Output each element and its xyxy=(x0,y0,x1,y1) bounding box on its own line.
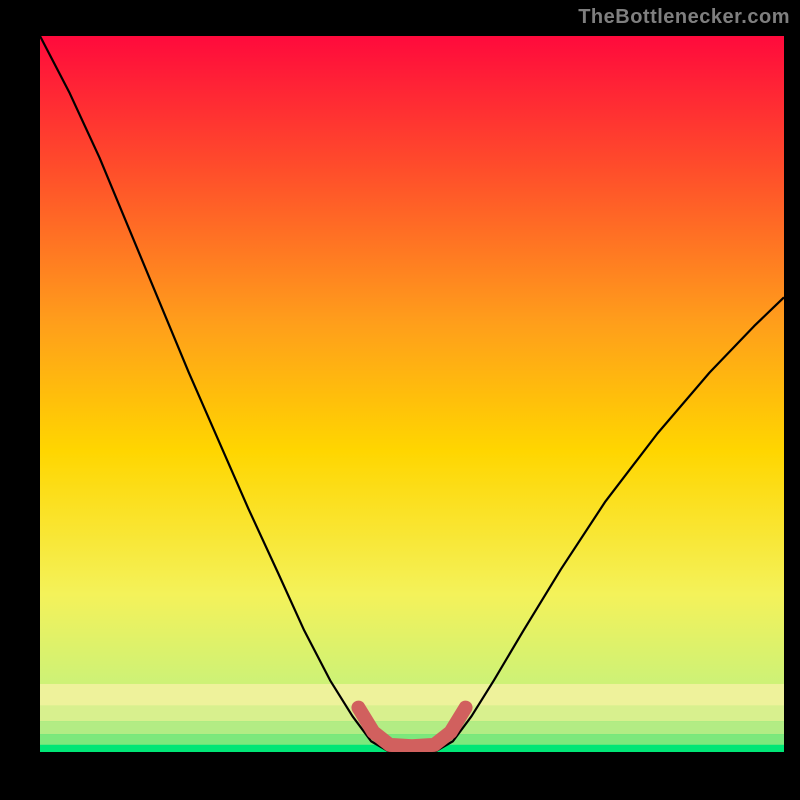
watermark-text: TheBottlenecker.com xyxy=(578,6,790,29)
bottleneck-chart xyxy=(40,36,784,752)
bottom-band xyxy=(40,684,784,705)
chart-container: TheBottlenecker.com xyxy=(0,0,800,800)
bottom-band xyxy=(40,721,784,734)
gradient-bg xyxy=(40,36,784,752)
bottom-band xyxy=(40,705,784,721)
